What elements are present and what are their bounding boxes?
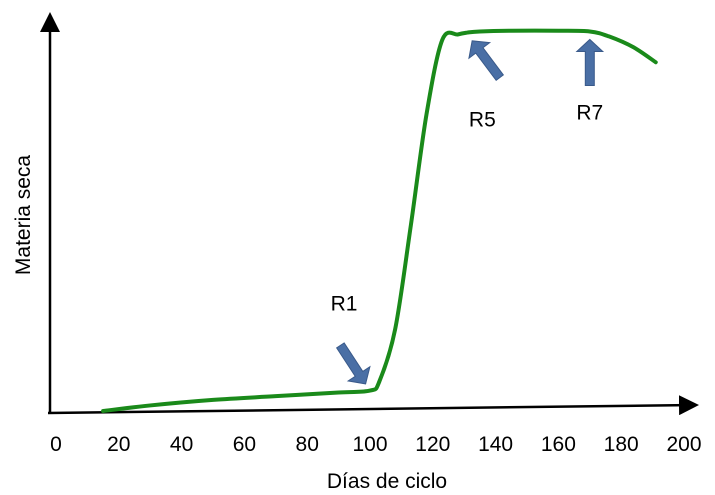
x-tick-label: 20 — [107, 433, 130, 456]
x-axis-label: Días de ciclo — [327, 470, 447, 493]
x-tick-label: 140 — [478, 433, 513, 456]
y-axis-label: Materia seca — [12, 155, 35, 276]
x-tick-label: 80 — [296, 433, 319, 456]
dry-matter-line — [101, 28, 658, 413]
stage-label-r1: R1 — [331, 293, 358, 316]
stage-arrow-r1 — [335, 342, 371, 385]
stage-label-r5: R5 — [469, 108, 496, 131]
stage-arrow-r5 — [468, 40, 505, 82]
x-tick-label: 100 — [352, 433, 387, 456]
x-axis — [47, 395, 699, 416]
x-tick-label: 160 — [541, 433, 576, 456]
stage-arrow-r7 — [575, 38, 605, 86]
x-tick-label: 40 — [170, 433, 193, 456]
growth-stage-annotations: R1 R5 R7 — [331, 38, 605, 385]
x-tick-labels: 0 20 40 60 80 100 120 140 160 180 200 — [50, 433, 701, 456]
x-tick-label: 180 — [604, 433, 639, 456]
x-tick-label: 0 — [50, 433, 62, 456]
x-tick-label: 60 — [233, 433, 256, 456]
stage-label-r7: R7 — [576, 101, 603, 124]
x-tick-label: 120 — [415, 433, 450, 456]
x-tick-label: 200 — [666, 433, 701, 456]
